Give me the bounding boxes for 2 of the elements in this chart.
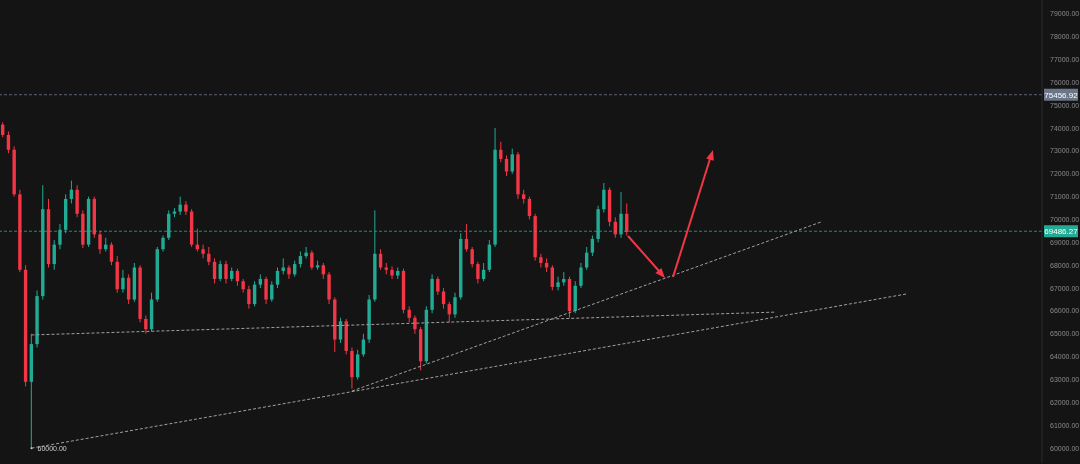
ref-line-label: 75456.92 [1044, 90, 1079, 100]
ref-line-label: 69486.27 [1044, 227, 1079, 237]
